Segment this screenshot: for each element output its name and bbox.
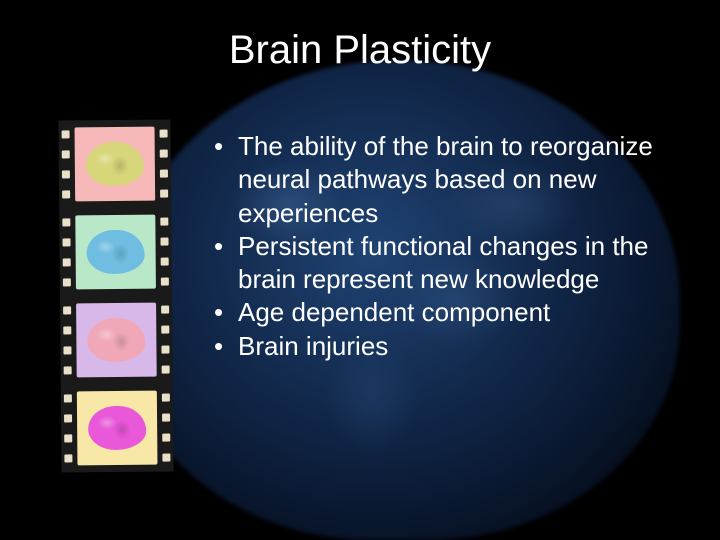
film-frame [59,208,172,297]
bullet-item: Persistent functional changes in the bra… [210,230,690,297]
frame-bg [77,391,158,466]
bullet-list: The ability of the brain to reorganize n… [210,130,690,363]
brain-icon [88,406,146,451]
film-frame [60,296,173,385]
brain-icon [86,142,144,187]
frame-bg [76,303,157,378]
frame-bg [75,127,156,202]
bullet-item: Brain injuries [210,330,690,363]
frame-bg [75,215,156,290]
bullet-item: Age dependent component [210,296,690,329]
bullet-item: The ability of the brain to reorganize n… [210,130,690,230]
film-frame [58,120,171,209]
brain-icon [86,230,144,275]
film-frame [61,384,174,473]
slide-title: Brain Plasticity [0,28,720,73]
filmstrip-graphic [58,120,173,473]
brain-icon [87,318,145,363]
